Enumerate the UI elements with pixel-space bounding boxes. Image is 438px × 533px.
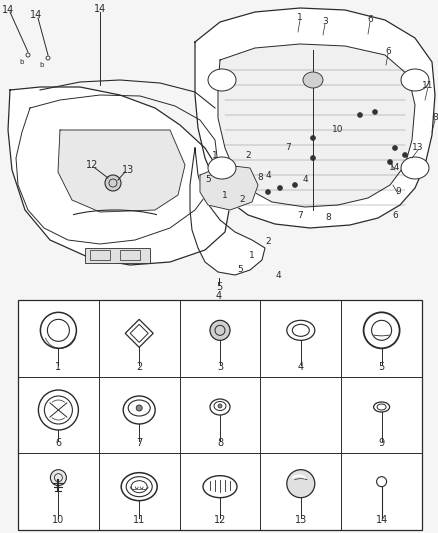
Text: 7: 7 (285, 143, 291, 152)
Text: 5: 5 (237, 265, 243, 274)
Circle shape (357, 112, 363, 117)
Text: 10: 10 (332, 125, 344, 134)
Text: 8: 8 (217, 438, 223, 448)
Ellipse shape (401, 157, 429, 179)
Text: 4: 4 (275, 271, 281, 279)
Text: 9: 9 (378, 438, 385, 448)
Text: 1: 1 (222, 190, 228, 199)
Text: 5: 5 (205, 175, 211, 184)
Circle shape (105, 175, 121, 191)
Text: 3: 3 (217, 362, 223, 372)
Text: 4: 4 (302, 175, 308, 184)
Ellipse shape (208, 69, 236, 91)
Text: 14: 14 (94, 4, 106, 14)
Text: 6: 6 (55, 438, 61, 448)
Text: 8: 8 (257, 174, 263, 182)
Text: 5: 5 (378, 362, 385, 372)
Circle shape (287, 470, 315, 498)
Circle shape (311, 135, 315, 141)
Bar (18, 300, 422, 530)
Text: 14: 14 (389, 164, 401, 173)
Text: 8: 8 (325, 214, 331, 222)
Bar (90, 250, 110, 260)
Polygon shape (8, 87, 230, 265)
Text: 2: 2 (265, 238, 271, 246)
Circle shape (372, 109, 378, 115)
Circle shape (50, 470, 67, 486)
Text: 12: 12 (86, 160, 98, 170)
Text: 1: 1 (297, 13, 303, 22)
Text: 4: 4 (216, 291, 222, 301)
Text: 13: 13 (295, 515, 307, 525)
Text: 11: 11 (133, 515, 145, 525)
Text: 5: 5 (216, 282, 222, 292)
Text: 14: 14 (2, 5, 14, 15)
Text: 1: 1 (55, 362, 61, 372)
Circle shape (278, 185, 283, 190)
Polygon shape (200, 165, 258, 210)
Circle shape (218, 404, 222, 408)
Text: b: b (40, 62, 44, 68)
Text: 13: 13 (412, 143, 424, 152)
Circle shape (311, 156, 315, 160)
Text: 2: 2 (239, 196, 245, 205)
Text: 6: 6 (367, 15, 373, 25)
Circle shape (265, 190, 271, 195)
Text: 12: 12 (214, 515, 226, 525)
Polygon shape (190, 148, 265, 275)
Polygon shape (195, 8, 435, 228)
Polygon shape (218, 44, 415, 207)
Circle shape (388, 159, 392, 165)
Text: 2: 2 (245, 150, 251, 159)
Text: b: b (20, 59, 24, 65)
Text: 3: 3 (322, 18, 328, 27)
Text: 9: 9 (395, 188, 401, 197)
Ellipse shape (401, 69, 429, 91)
Text: 7: 7 (136, 438, 142, 448)
Ellipse shape (208, 157, 236, 179)
Text: 10: 10 (52, 515, 64, 525)
Text: 6: 6 (392, 211, 398, 220)
Bar (120, 250, 140, 260)
Ellipse shape (303, 72, 323, 88)
Circle shape (392, 146, 398, 150)
Text: 4: 4 (265, 171, 271, 180)
Text: 13: 13 (122, 165, 134, 175)
Polygon shape (58, 130, 185, 212)
Text: 1: 1 (249, 251, 255, 260)
Circle shape (293, 182, 297, 188)
Text: 7: 7 (297, 211, 303, 220)
Text: 14: 14 (30, 10, 42, 20)
Text: 4: 4 (298, 362, 304, 372)
Text: 8: 8 (432, 114, 438, 123)
Text: 1: 1 (212, 150, 218, 159)
Circle shape (136, 405, 142, 411)
Text: 14: 14 (375, 515, 388, 525)
Circle shape (403, 152, 407, 157)
Text: 2: 2 (136, 362, 142, 372)
Text: 11: 11 (422, 80, 434, 90)
Circle shape (210, 320, 230, 341)
Text: 6: 6 (385, 47, 391, 56)
Bar (85, 248, 150, 263)
